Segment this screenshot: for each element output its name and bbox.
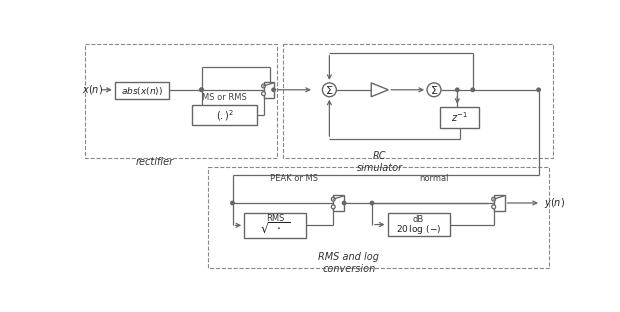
Circle shape [272,88,275,91]
Circle shape [537,88,541,91]
Bar [115,82,169,99]
Circle shape [492,197,495,201]
Circle shape [370,201,374,205]
Text: $\sqrt{\ \cdot\ }$: $\sqrt{\ \cdot\ }$ [260,222,290,237]
Text: $abs(x(n))$: $abs(x(n))$ [121,85,163,97]
Text: MS or RMS: MS or RMS [202,93,247,102]
Circle shape [262,92,265,95]
Text: RMS and log
conversion: RMS and log conversion [318,252,379,274]
Text: -: - [327,89,330,98]
Circle shape [456,88,459,91]
Circle shape [342,201,346,205]
Circle shape [262,84,265,88]
Circle shape [231,201,234,205]
Text: rectifier: rectifier [136,157,174,167]
Text: $\Sigma$: $\Sigma$ [326,84,334,96]
Text: $20\,\log\,(-)$: $20\,\log\,(-)$ [396,223,441,236]
Circle shape [471,88,474,91]
Circle shape [492,205,495,209]
Bar [440,107,479,128]
Bar [86,44,278,158]
Bar [388,213,450,236]
Text: $z^{-1}$: $z^{-1}$ [451,111,468,124]
Bar [334,195,344,211]
Circle shape [322,83,336,97]
Circle shape [200,88,203,91]
Bar [244,213,306,238]
Text: normal: normal [419,174,449,183]
Bar [494,195,505,211]
Bar [264,82,275,97]
Text: PEAK or MS: PEAK or MS [270,174,319,183]
Bar [192,105,257,125]
Circle shape [331,197,335,201]
Text: $( . )^2$: $( . )^2$ [216,108,234,123]
Circle shape [200,88,203,91]
Text: $\Sigma$: $\Sigma$ [430,84,438,96]
Text: dB: dB [413,215,424,224]
Text: RC
simulator: RC simulator [356,151,403,173]
Text: $y(n)$: $y(n)$ [544,196,565,210]
Circle shape [427,83,441,97]
Bar [283,44,552,158]
Bar [208,167,549,268]
Text: RMS: RMS [266,214,285,223]
Text: $x(n)$: $x(n)$ [82,83,103,96]
Circle shape [331,205,335,209]
